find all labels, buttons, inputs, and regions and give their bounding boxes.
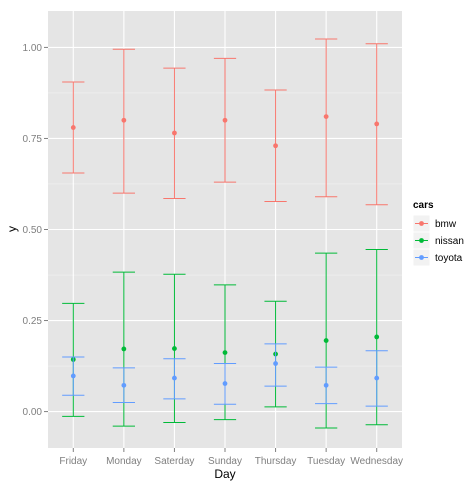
data-point — [121, 346, 127, 352]
series-toyota — [62, 343, 388, 407]
data-point — [222, 350, 228, 355]
x-tick-label: Wednesday — [350, 456, 403, 467]
x-axis-title: Day — [214, 467, 235, 481]
y-tick-label: 0.00 — [23, 407, 43, 418]
data-point — [222, 381, 228, 386]
legend-key-point — [419, 255, 424, 260]
legend-label: toyota — [435, 253, 463, 264]
data-point — [374, 375, 380, 381]
y-axis-title: y — [5, 226, 19, 232]
data-point — [273, 361, 278, 366]
legend-item-toyota: toyota — [412, 248, 463, 267]
data-point — [70, 125, 76, 130]
y-tick-label: 0.25 — [23, 316, 43, 327]
y-axis: 0.00 0.25 0.50 0.75 1.00 — [23, 43, 48, 418]
data-marks — [62, 38, 388, 429]
legend-title: cars — [413, 200, 434, 211]
data-point — [222, 117, 228, 123]
data-point — [323, 338, 329, 343]
x-axis: Friday Monday Saterday Sunday Thursday Tuesda… — [59, 448, 403, 467]
data-point — [273, 143, 278, 149]
data-point — [374, 334, 380, 340]
x-tick-label: Tuesday — [307, 456, 345, 467]
data-point — [374, 121, 380, 127]
data-point — [121, 382, 127, 388]
legend-key-point — [419, 238, 424, 243]
legend: cars bmw nissan toyota — [412, 200, 464, 267]
x-tick-label: Saterday — [154, 456, 194, 467]
data-point — [172, 346, 177, 351]
x-tick-label: Sunday — [208, 456, 242, 467]
legend-item-nissan: nissan — [412, 231, 464, 250]
legend-label: bmw — [435, 219, 457, 230]
data-point — [172, 130, 177, 136]
data-point — [323, 382, 329, 388]
data-point — [70, 373, 76, 379]
data-point — [121, 117, 127, 123]
y-tick-label: 0.50 — [23, 225, 43, 236]
data-point — [323, 114, 329, 120]
y-tick-label: 0.75 — [23, 134, 43, 145]
series-bmw — [62, 38, 388, 206]
legend-item-bmw: bmw — [412, 214, 457, 233]
x-tick-label: Friday — [59, 456, 87, 467]
data-point — [172, 375, 177, 381]
legend-label: nissan — [435, 236, 464, 247]
y-tick-label: 1.00 — [23, 43, 43, 54]
legend-key-point — [419, 221, 424, 226]
x-tick-label: Thursday — [255, 456, 297, 467]
x-tick-label: Monday — [106, 456, 142, 467]
